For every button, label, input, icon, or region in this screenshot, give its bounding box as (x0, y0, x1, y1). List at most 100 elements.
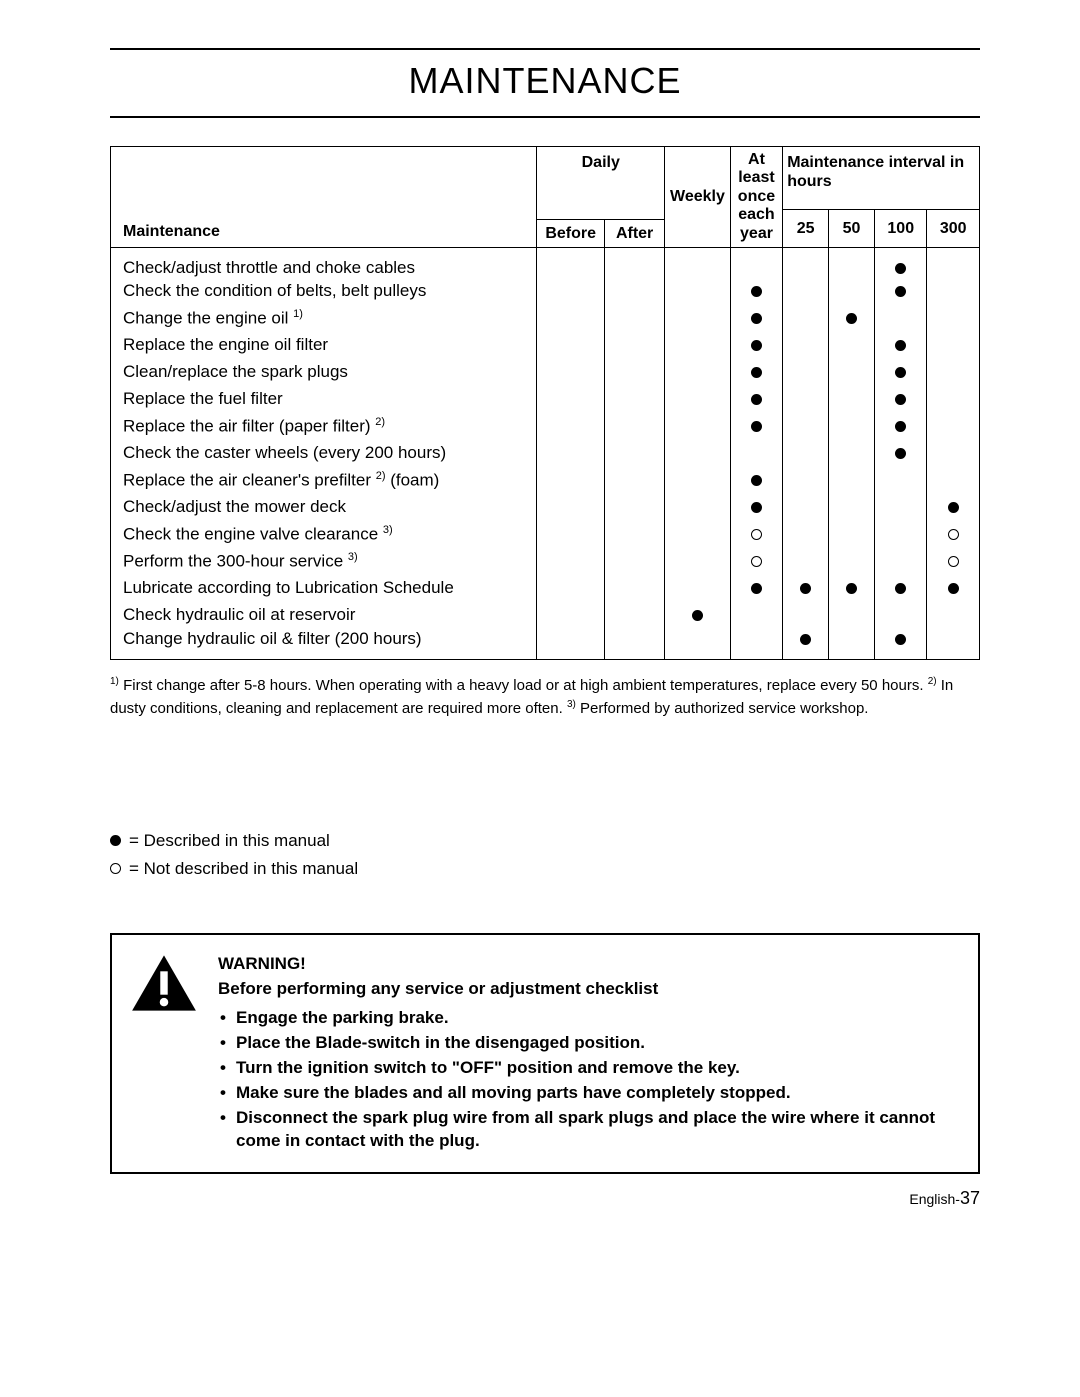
table-header: Maintenance Daily Weekly At least once e… (111, 147, 980, 248)
mark-cell (783, 602, 829, 629)
warning-item: Place the Blade-switch in the disengaged… (218, 1032, 960, 1055)
mark-cell (665, 305, 731, 332)
col-after: After (605, 219, 665, 247)
mark-cell (927, 494, 980, 521)
row-label: Check/adjust throttle and choke cables (111, 247, 537, 278)
mark-cell (875, 247, 927, 278)
mark-cell (783, 548, 829, 575)
mark-cell (605, 386, 665, 413)
filled-dot-icon (751, 502, 762, 513)
mark-cell (665, 386, 731, 413)
mark-cell (605, 494, 665, 521)
mark-cell (665, 575, 731, 602)
mark-cell (730, 521, 782, 548)
mark-cell (730, 494, 782, 521)
mark-cell (829, 602, 875, 629)
mark-cell (537, 413, 605, 440)
mark-cell (730, 440, 782, 467)
row-label: Replace the engine oil filter (111, 332, 537, 359)
table-row: Perform the 300-hour service 3) (111, 548, 980, 575)
filled-dot-icon (948, 583, 959, 594)
row-label: Check the engine valve clearance 3) (111, 521, 537, 548)
mark-cell (927, 305, 980, 332)
mark-cell (783, 386, 829, 413)
mark-cell (829, 548, 875, 575)
open-dot-icon (948, 556, 959, 567)
mark-cell (829, 278, 875, 305)
mark-cell (730, 413, 782, 440)
row-label: Clean/replace the spark plugs (111, 359, 537, 386)
col-daily: Daily (537, 147, 665, 220)
filled-dot-icon (895, 367, 906, 378)
mark-cell (875, 440, 927, 467)
mark-cell (783, 494, 829, 521)
table-row: Lubricate according to Lubrication Sched… (111, 575, 980, 602)
legend-not-described: = Not described in this manual (110, 859, 980, 879)
mark-cell (927, 359, 980, 386)
mark-cell (605, 413, 665, 440)
mark-cell (730, 247, 782, 278)
mark-cell (927, 413, 980, 440)
filled-dot-icon (751, 394, 762, 405)
mark-cell (783, 521, 829, 548)
mark-cell (875, 278, 927, 305)
mark-cell (730, 548, 782, 575)
table-row: Check the condition of belts, belt pulle… (111, 278, 980, 305)
mark-cell (829, 440, 875, 467)
mark-cell (665, 440, 731, 467)
mark-cell (537, 247, 605, 278)
col-interval: Maintenance interval in hours (783, 147, 980, 210)
mark-cell (927, 386, 980, 413)
row-label: Replace the air cleaner's prefilter 2) (… (111, 467, 537, 494)
mark-cell (783, 629, 829, 660)
mark-cell (927, 602, 980, 629)
row-label: Change the engine oil 1) (111, 305, 537, 332)
maintenance-table: Maintenance Daily Weekly At least once e… (110, 146, 980, 660)
mark-cell (783, 247, 829, 278)
mark-cell (829, 575, 875, 602)
mark-cell (875, 602, 927, 629)
mark-cell (730, 359, 782, 386)
mark-cell (875, 359, 927, 386)
mark-cell (665, 521, 731, 548)
table-row: Replace the air cleaner's prefilter 2) (… (111, 467, 980, 494)
mark-cell (537, 494, 605, 521)
mark-cell (730, 467, 782, 494)
mark-cell (605, 602, 665, 629)
mark-cell (730, 575, 782, 602)
row-label: Check the caster wheels (every 200 hours… (111, 440, 537, 467)
mark-cell (783, 305, 829, 332)
mark-cell (927, 629, 980, 660)
mark-cell (605, 629, 665, 660)
page: MAINTENANCE Maintenance Daily Weekly At … (110, 48, 980, 1174)
mark-cell (783, 575, 829, 602)
mark-cell (927, 467, 980, 494)
mark-cell (783, 332, 829, 359)
mark-cell (875, 548, 927, 575)
filled-dot-icon (895, 394, 906, 405)
mark-cell (829, 305, 875, 332)
col-h25: 25 (783, 210, 829, 248)
filled-dot-icon (110, 835, 121, 846)
open-dot-icon (751, 529, 762, 540)
mark-cell (605, 575, 665, 602)
mark-cell (665, 494, 731, 521)
filled-dot-icon (751, 367, 762, 378)
mark-cell (537, 629, 605, 660)
filled-dot-icon (800, 634, 811, 645)
section-title: MAINTENANCE (110, 48, 980, 118)
mark-cell (927, 575, 980, 602)
filled-dot-icon (800, 583, 811, 594)
mark-cell (605, 521, 665, 548)
warning-subheading: Before performing any service or adjustm… (218, 978, 960, 1001)
mark-cell (537, 359, 605, 386)
row-label: Check the condition of belts, belt pulle… (111, 278, 537, 305)
mark-cell (927, 548, 980, 575)
table-row: Replace the fuel filter (111, 386, 980, 413)
mark-cell (605, 359, 665, 386)
mark-cell (665, 602, 731, 629)
filled-dot-icon (948, 502, 959, 513)
row-label: Check hydraulic oil at reservoir (111, 602, 537, 629)
mark-cell (605, 305, 665, 332)
mark-cell (927, 440, 980, 467)
